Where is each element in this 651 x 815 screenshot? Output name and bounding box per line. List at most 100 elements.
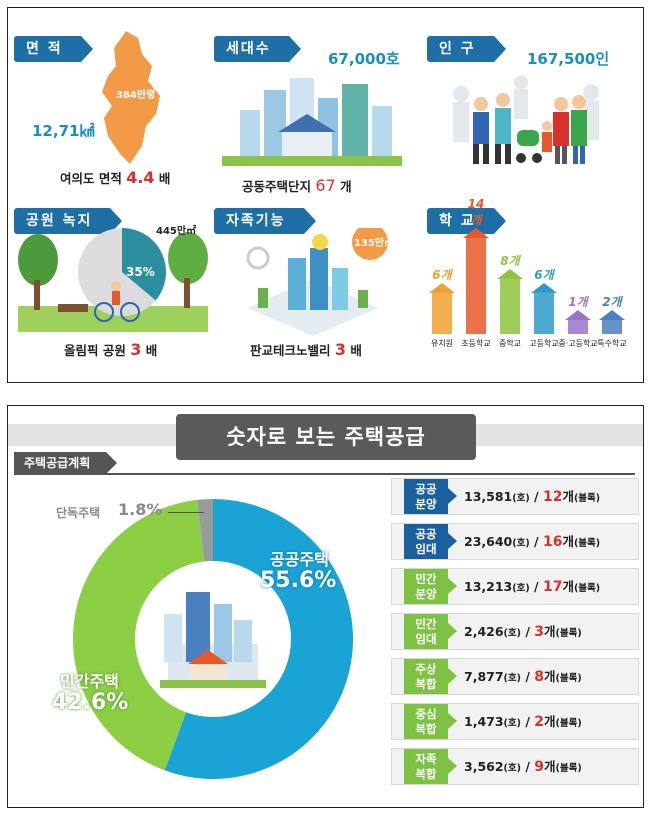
- supply-values: 3,562(호) / 9개(블록): [464, 749, 582, 786]
- selfsufficiency-caption-value: 3: [334, 340, 347, 359]
- households-count: 67,000호: [328, 50, 400, 68]
- category-line2: 분양: [415, 587, 437, 601]
- households-value: 7,877: [464, 669, 504, 684]
- households-unit: (호): [503, 718, 521, 729]
- school-roof: [565, 310, 591, 320]
- apartment-complex-illustration: [222, 78, 402, 166]
- supply-values: 2,426(호) / 3개(블록): [464, 614, 582, 651]
- school-bar: 6개 유치원: [429, 266, 455, 348]
- supply-category-label: 중심 복합: [404, 704, 457, 739]
- public-housing-label: 공공주택: [270, 550, 329, 569]
- detached-housing-percent: 1.8%: [118, 500, 163, 519]
- households-unit: (호): [503, 673, 521, 684]
- supply-category-label: 자족 복합: [404, 749, 457, 784]
- category-line2: 분양: [415, 497, 437, 511]
- blocks-unit: (블록): [555, 628, 582, 639]
- category-line1: 민간: [415, 572, 437, 586]
- city-overview-panel: 면 적 384만평 12,71㎢ 여의도 면적 4.4 배 세대수 67,000…: [7, 7, 644, 383]
- households-value: 23,640: [464, 534, 513, 549]
- school-roof: [531, 282, 557, 293]
- households-unit: (호): [503, 763, 521, 774]
- housing-share-donut-chart: [73, 499, 354, 779]
- area-caption-text: 여의도 면적: [60, 171, 122, 186]
- detached-leader-line: [168, 512, 204, 513]
- population-tag: 인 구: [427, 36, 506, 62]
- households-value: 13,581: [464, 489, 513, 504]
- category-line2: 임대: [415, 542, 437, 556]
- population-count: 167,500인: [527, 50, 610, 68]
- school-count: 6개: [432, 267, 452, 282]
- school-roof: [429, 282, 455, 293]
- school-count: 1개: [568, 295, 588, 309]
- blocks-value: 9: [534, 759, 545, 775]
- school-roof: [497, 269, 523, 280]
- school-bar-body: [432, 292, 452, 334]
- households-value: 3,562: [464, 759, 504, 774]
- school-count: 8개: [500, 254, 520, 269]
- family-illustration: [453, 75, 599, 164]
- selfsufficiency-caption-unit: 배: [350, 343, 362, 358]
- private-housing-percent: 42.6%: [52, 690, 129, 715]
- separator: /: [520, 714, 535, 729]
- separator: /: [520, 624, 535, 639]
- park-size: 445만㎡: [156, 226, 197, 237]
- blocks-unit: (블록): [555, 673, 582, 684]
- separator: /: [529, 489, 543, 504]
- public-housing-percent: 55.6%: [260, 568, 337, 593]
- donut-slice: [197, 499, 213, 562]
- supply-category-label: 공공 임대: [404, 524, 457, 559]
- selfsufficiency-tag: 자족기능: [214, 208, 316, 234]
- school-bar: 2개 특수학교: [597, 293, 626, 348]
- school-label: 초등학교: [461, 339, 491, 348]
- blocks-value: 16: [542, 534, 563, 550]
- households-unit: (호): [503, 628, 521, 639]
- blocks-count-unit: 개: [544, 669, 556, 684]
- school-bar-body: [466, 238, 486, 334]
- households-tag: 세대수: [214, 36, 301, 62]
- category-line1: 중심: [415, 707, 437, 721]
- private-housing-label: 민간주택: [60, 672, 119, 691]
- population-cell: 인 구 167,500인: [421, 8, 618, 188]
- blocks-unit: (블록): [573, 493, 601, 504]
- households-value: 1,473: [464, 714, 504, 729]
- park-caption-text: 올림픽 공원: [64, 343, 126, 358]
- blocks-count-unit: 개: [544, 714, 556, 729]
- supply-category-label: 민간 분양: [404, 569, 457, 604]
- housing-supply-panel: 숫자로 보는 주택공급 주택공급계획 공공주택 55.6% 민간주택 42.6% 단독주…: [7, 405, 644, 808]
- supply-row: 민간 분양 13,213(호) / 17개(블록): [391, 568, 639, 605]
- detached-housing-label: 단독주택: [56, 506, 101, 520]
- area-tag: 면 적: [14, 36, 93, 62]
- school-label: 특수학교: [597, 339, 627, 348]
- park-tag: 공원 녹지: [14, 208, 123, 234]
- supply-row: 주상 복합 7,877(호) / 8개(블록): [391, 658, 639, 695]
- blocks-unit: (블록): [573, 583, 601, 594]
- supply-values: 7,877(호) / 8개(블록): [464, 659, 582, 696]
- supply-row: 공공 분양 13,581(호) / 12개(블록): [391, 478, 639, 515]
- area-caption-unit: 배: [158, 171, 171, 186]
- households-value: 13,213: [464, 579, 513, 594]
- households-unit: (호): [512, 493, 530, 504]
- blocks-value: 2: [534, 714, 545, 730]
- school-bar: 8개 중학교: [497, 252, 523, 348]
- selfsufficiency-size: 135만㎡: [354, 236, 394, 249]
- category-line2: 복합: [415, 722, 437, 736]
- supply-breakdown-list: 공공 분양 13,581(호) / 12개(블록) 공공 임대 23,640(호) / 1…: [391, 478, 639, 793]
- supply-values: 13,213(호) / 17개(블록): [464, 569, 600, 606]
- supply-row: 자족 복합 3,562(호) / 9개(블록): [391, 748, 639, 785]
- blocks-value: 3: [534, 624, 545, 640]
- school-label: 중·고등학교: [558, 339, 598, 348]
- category-line2: 임대: [415, 632, 437, 646]
- households-caption: 공동주택단지 67 개: [242, 176, 352, 195]
- housing-supply-title: 숫자로 보는 주택공급: [176, 414, 476, 460]
- school-count: 14개: [467, 197, 485, 227]
- area-size: 12,71㎢: [32, 122, 95, 140]
- blocks-count-unit: 개: [562, 579, 574, 594]
- park-illustration: 35%: [18, 228, 208, 332]
- supply-category-label: 공공 분양: [404, 479, 457, 514]
- school-bar-body: [568, 320, 588, 334]
- park-caption-unit: 배: [145, 343, 158, 358]
- park-caption-value: 3: [130, 340, 142, 359]
- park-cell: 공원 녹지 35% 445만㎡ 올림픽 공원 3 배: [8, 188, 208, 368]
- supply-category-label: 주상 복합: [404, 659, 457, 694]
